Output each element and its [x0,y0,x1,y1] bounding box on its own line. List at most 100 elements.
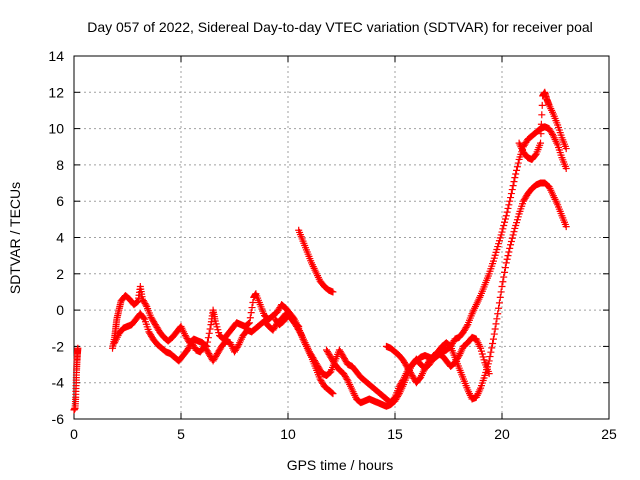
data-point [246,314,254,322]
y-tick-label: -2 [52,338,65,354]
data-point [204,334,212,342]
data-point [498,228,506,236]
data-point [562,165,570,173]
x-tick-label: 20 [494,426,510,442]
data-point [329,288,337,296]
y-tick-label: 6 [56,193,64,209]
data-point [463,322,471,330]
series-arc-2 [109,283,337,398]
y-tick-label: 14 [48,48,64,64]
data-point [549,130,557,138]
data-point [531,151,539,159]
data-point [496,293,504,301]
y-tick-label: -4 [52,375,65,391]
x-tick-label: 5 [177,426,185,442]
data-point [142,301,150,309]
data-point [513,166,521,174]
data-series [70,88,570,414]
data-point [487,348,495,356]
data-point [488,344,496,352]
y-tick-label: 2 [56,266,64,282]
data-point [325,369,333,377]
chart-title: Day 057 of 2022, Sidereal Day-to-day VTE… [87,19,593,35]
y-tick-label: 8 [56,157,64,173]
series-arc-4 [295,226,337,296]
data-point [454,353,462,361]
data-point [506,244,514,252]
data-point [507,237,515,245]
data-point [328,389,336,397]
data-point [537,130,545,138]
data-point [133,298,141,306]
data-point [494,310,502,318]
data-point [329,390,337,398]
data-point [505,248,513,256]
x-axis-label: GPS time / hours [287,457,394,473]
data-point [205,329,213,337]
data-point [490,330,498,338]
y-tick-label: 12 [48,84,64,100]
y-tick-label: -6 [52,411,65,427]
data-point [491,325,499,333]
data-point [248,304,256,312]
x-tick-label: 10 [280,426,296,442]
axis-ticks: 0 5 10 15 20 25 -6 -4 -2 0 2 4 6 8 10 12 14 [48,48,617,442]
data-point [502,259,510,267]
data-point [507,241,515,249]
data-point [495,304,503,312]
data-point [506,197,514,205]
series-arc-8 [515,88,570,163]
data-point [489,339,497,347]
data-point [343,375,351,383]
data-point [562,145,570,153]
data-point [296,328,304,336]
data-point [245,319,253,327]
data-point [509,182,517,190]
data-point [501,218,509,226]
data-point [132,298,140,306]
data-point [486,353,494,361]
data-point [489,335,497,343]
data-point [499,225,507,233]
data-point [247,309,255,317]
data-point [498,283,506,291]
data-point [502,212,510,220]
data-point [445,341,453,349]
data-point [249,298,257,306]
y-tick-label: 10 [48,121,64,137]
x-tick-label: 25 [601,426,617,442]
data-point [501,268,509,276]
data-point [500,222,508,230]
data-point [505,201,513,209]
data-point [499,278,507,286]
data-point [492,320,500,328]
data-point [514,159,522,167]
data-point [562,223,570,231]
data-point [537,139,545,147]
data-point [501,215,509,223]
data-point [507,194,515,202]
data-point [206,325,214,333]
data-point [245,320,253,328]
data-point [503,255,511,263]
data-point [234,342,242,350]
data-point [204,338,212,346]
data-point [507,190,515,198]
data-point [495,299,503,307]
data-point [327,388,335,396]
series-arc-1 [70,344,82,414]
data-point [512,170,520,178]
grid [74,56,609,419]
data-point [508,234,516,242]
data-point [538,111,546,119]
data-point [503,208,511,216]
data-point [500,273,508,281]
data-point [140,314,148,322]
data-point [509,231,517,239]
data-point [537,120,545,128]
y-tick-label: 4 [56,230,64,246]
data-point [538,101,546,109]
data-point [511,174,519,182]
data-point [501,264,509,272]
